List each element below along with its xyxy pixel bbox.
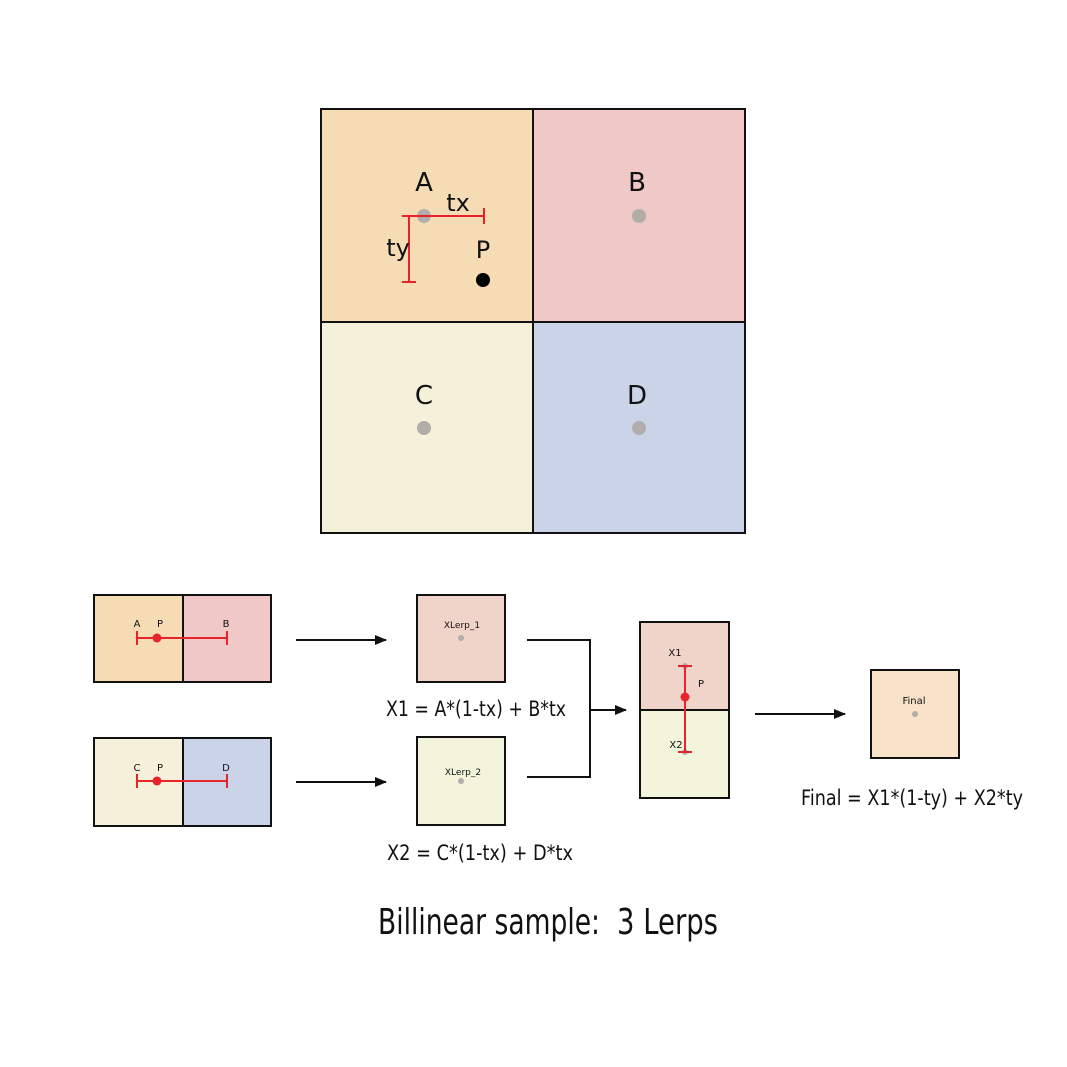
top-grid: A B C D tx ty P [320, 108, 746, 534]
label-b: B [628, 168, 646, 198]
combine-label-p: P [698, 679, 704, 690]
combine: X1 P X2 [639, 621, 730, 799]
caption-highlight: 3 Lerps [617, 902, 718, 943]
sample-b [632, 209, 646, 223]
caption: Billinear sample: 3 Lerps [378, 902, 718, 943]
label-c: C [415, 381, 433, 411]
pair-ab: A P B [93, 594, 272, 683]
pair-cd-label-d: D [222, 763, 230, 774]
combine-label-x2: X2 [669, 740, 682, 751]
xlerp-2-dot [458, 778, 464, 784]
final-formula: Final = X1*(1-ty) + X2*ty [801, 786, 1023, 810]
pair-ab-point-p [152, 633, 162, 643]
final-dot [912, 711, 918, 717]
point-p [476, 273, 490, 287]
tx-measure [409, 208, 485, 224]
xlerp-1: XLerp_1 X1 = A*(1-tx) + B*tx [386, 594, 566, 721]
xlerp-2-label: XLerp_2 [445, 768, 481, 778]
label-d: D [627, 381, 647, 411]
xlerp-2-formula: X2 = C*(1-tx) + D*tx [387, 841, 573, 865]
xlerp-1-label: XLerp_1 [444, 621, 480, 631]
xlerp-1-dot [458, 635, 464, 641]
final-label: Final [902, 696, 925, 707]
caption-prefix: Billinear sample: [378, 902, 600, 943]
combine-point-p [680, 692, 690, 702]
xlerp-2: XLerp_2 X2 = C*(1-tx) + D*tx [387, 736, 573, 865]
pair-cd-lerp-line [136, 774, 228, 788]
sample-c [417, 421, 431, 435]
pair-cd-point-p [152, 776, 162, 786]
pair-cd-label-p: P [157, 763, 163, 774]
label-ty: ty [386, 234, 410, 262]
xlerp-1-formula: X1 = A*(1-tx) + B*tx [386, 697, 566, 721]
pair-ab-label-b: B [223, 619, 230, 630]
label-p: P [476, 236, 490, 264]
xlerp-2-box [416, 736, 506, 826]
pair-cd-label-c: C [134, 763, 141, 774]
final: Final Final = X1*(1-ty) + X2*ty [801, 669, 1023, 810]
pair-ab-lerp-line [136, 631, 228, 645]
label-a: A [415, 168, 433, 198]
sample-d [632, 421, 646, 435]
pair-ab-label-a: A [134, 619, 141, 630]
merge-connector [527, 639, 591, 778]
pair-cd: C P D [93, 737, 272, 827]
pair-ab-label-p: P [157, 619, 163, 630]
ty-measure [402, 215, 418, 283]
combine-label-x1: X1 [668, 648, 681, 659]
combine-lerp-line [678, 665, 692, 753]
label-tx: tx [446, 189, 470, 217]
